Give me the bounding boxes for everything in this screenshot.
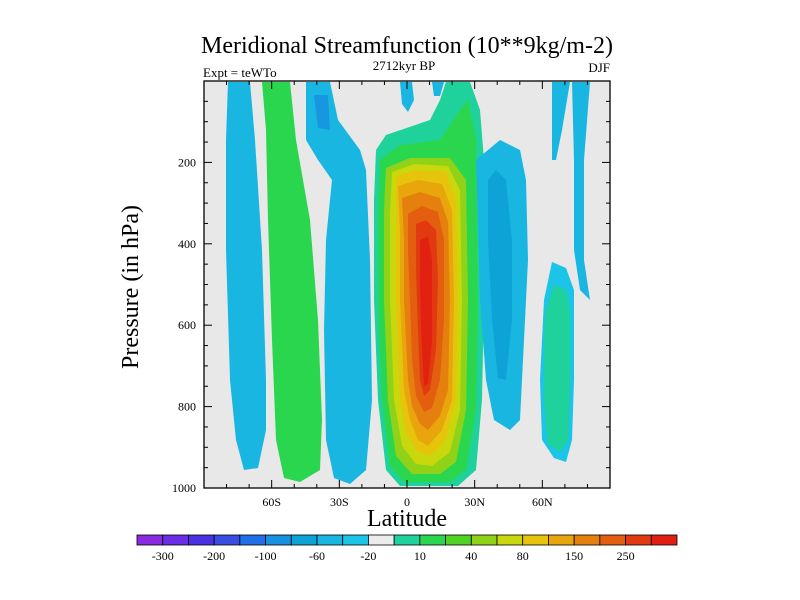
colorbar-label: -20 [360, 549, 376, 563]
colorbar-swatch [445, 534, 472, 546]
contour-sh-green-band [262, 82, 322, 482]
x-tick-label: 30N [464, 495, 485, 509]
colorbar-label: 150 [565, 549, 583, 563]
colorbar-swatch [393, 534, 421, 546]
colorbar-label: -200 [203, 549, 225, 563]
chart-subtitle-right: DJF [588, 60, 610, 75]
colorbar-swatch [368, 534, 395, 546]
colorbar-swatch [548, 534, 575, 546]
colorbar-label: 250 [617, 549, 635, 563]
y-tick-label: 1000 [172, 481, 196, 495]
contour-upper-blue-wisp-right [432, 82, 444, 96]
contour-nh-polar-stroke-1 [552, 82, 570, 160]
y-tick-label: 200 [178, 155, 196, 169]
plot-area [204, 81, 610, 488]
contour-sh-upper-blue-patch [314, 95, 330, 130]
colorbar-swatch [213, 534, 241, 546]
colorbar-label: -60 [309, 549, 325, 563]
x-tick-label: 0 [404, 495, 410, 509]
colorbar-swatch [625, 534, 652, 546]
contour-nh-green-patch [544, 285, 570, 452]
colorbar-swatch [316, 534, 344, 546]
x-tick-label: 30S [330, 495, 349, 509]
colorbar-swatch [162, 534, 189, 546]
colorbar-swatch [573, 534, 601, 546]
colorbar-label: 40 [465, 549, 477, 563]
colorbar-label: 10 [414, 549, 426, 563]
chart-subtitle-center: 2712kyr BP [373, 58, 435, 73]
colorbar-swatch [419, 534, 446, 546]
colorbar-label: -300 [152, 549, 174, 563]
colorbar-swatch [342, 534, 369, 546]
x-axis-label: Latitude [367, 506, 447, 532]
colorbar-swatch [470, 534, 498, 546]
contour-sh-mid-band [306, 82, 372, 484]
x-tick-label: 60S [262, 495, 281, 509]
chart-subtitle-left: Expt = teWTo [203, 65, 277, 80]
y-axis-ticks: 200 400 600 800 1000 [172, 100, 610, 495]
colorbar-swatch [496, 534, 524, 546]
colorbar-label: -100 [255, 549, 277, 563]
contour-nh-mid-inner [488, 170, 512, 380]
contour-nh-polar-stroke-2 [572, 82, 590, 300]
colorbar [136, 534, 678, 546]
contour-sh-polar-band [226, 82, 266, 470]
y-tick-label: 400 [178, 237, 196, 251]
colorbar-swatch [136, 534, 164, 546]
chart-title: Meridional Streamfunction (10**9kg/m-2) [201, 33, 613, 59]
colorbar-swatch [188, 534, 215, 546]
colorbar-swatch [239, 534, 266, 546]
colorbar-swatch [522, 534, 549, 546]
colorbar-swatch [265, 534, 292, 546]
x-tick-label: 60N [532, 495, 553, 509]
contour-level-350 [420, 236, 432, 386]
x-axis-ticks: 60S 30S 0 30N 60N [226, 81, 588, 509]
y-axis-label: Pressure (in hPa) [118, 205, 144, 369]
y-tick-label: 600 [178, 318, 196, 332]
colorbar-swatch [650, 534, 678, 546]
colorbar-label: 80 [517, 549, 529, 563]
colorbar-swatch [599, 534, 626, 546]
colorbar-swatch [290, 534, 318, 546]
y-tick-label: 800 [178, 400, 196, 414]
contour-upper-blue-wisp-left [400, 82, 414, 112]
colorbar-labels: -300 -200 -100 -60 -20 10 40 80 150 250 [152, 549, 635, 563]
